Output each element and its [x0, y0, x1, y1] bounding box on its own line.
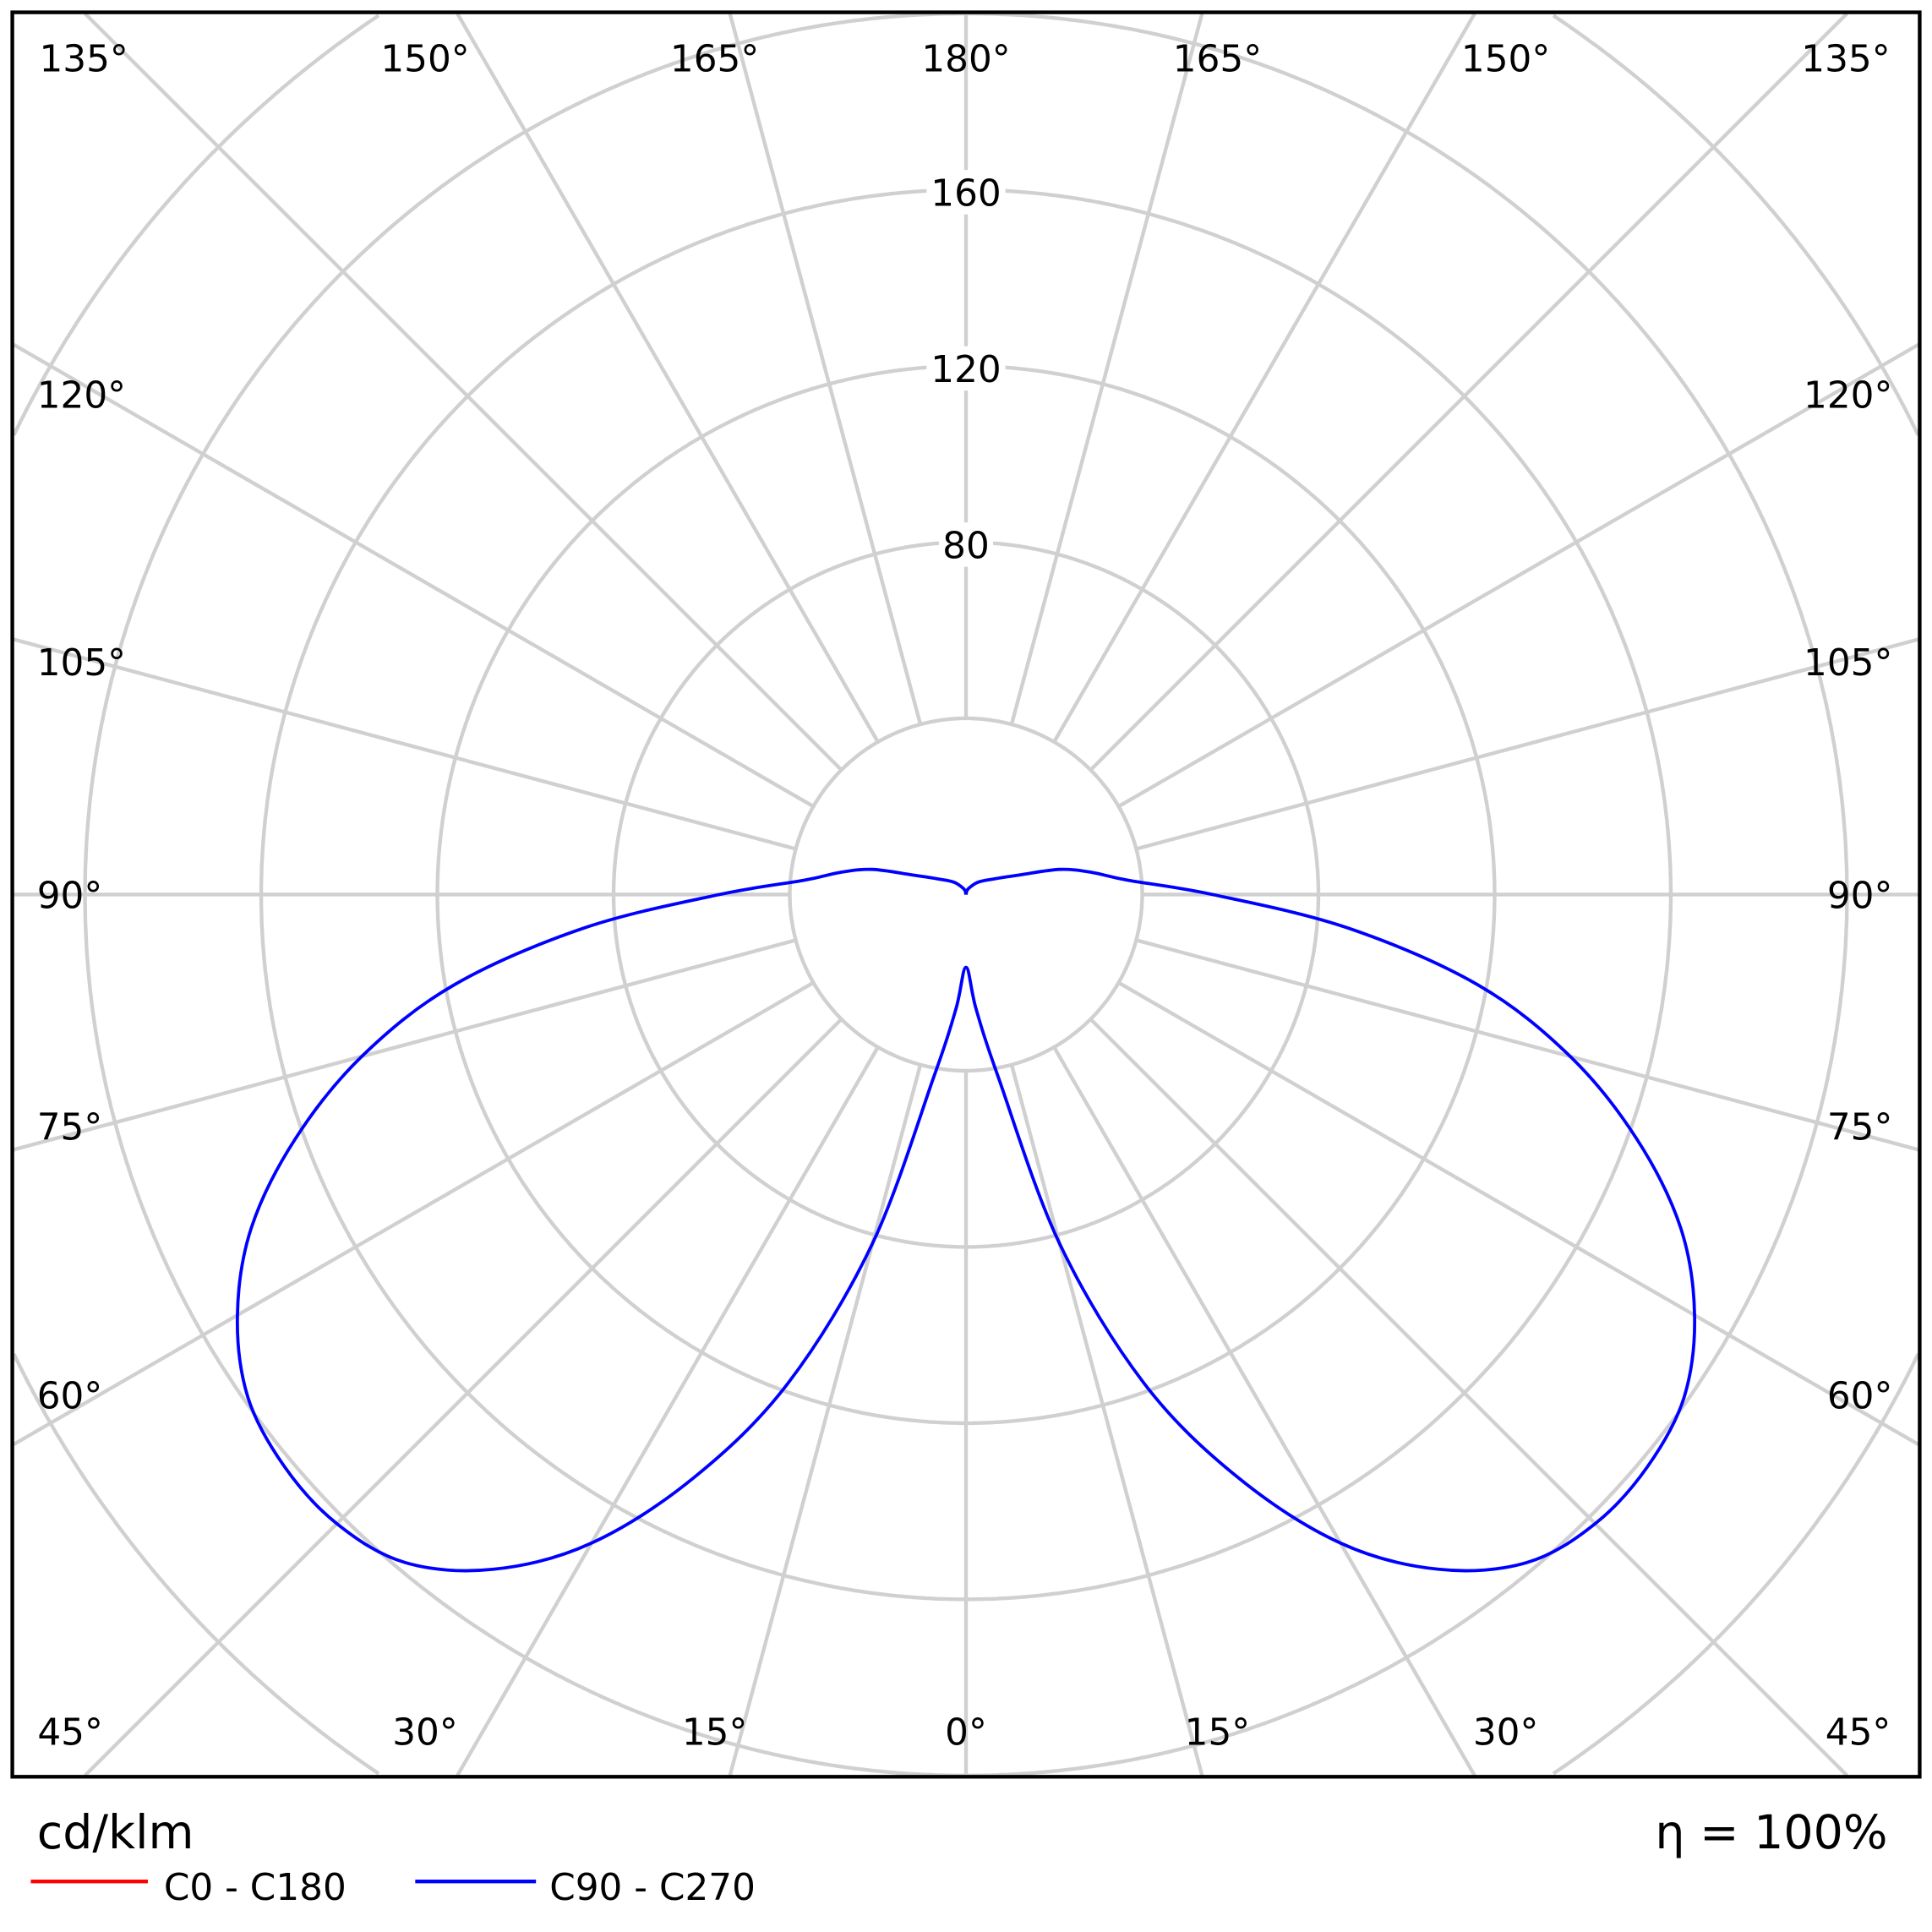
unit-label: cd/klm	[37, 1806, 194, 1860]
grid-spoke	[13, 637, 797, 851]
grid-spoke	[1117, 980, 1920, 1446]
angle-label: 90°	[1827, 874, 1893, 917]
angle-label: 75°	[1827, 1106, 1893, 1149]
legend: C0 - C180 C90 - C270	[30, 1866, 756, 1909]
angle-label: 135°	[39, 38, 128, 81]
angle-label: 105°	[37, 641, 126, 685]
radial-tick-labels: 160 120 80	[926, 170, 1006, 567]
grid-spoke	[1117, 342, 1920, 809]
angle-label: 120°	[1804, 374, 1892, 418]
angle-label: 150°	[380, 38, 469, 81]
grid-circle	[12, 14, 1920, 1776]
grid-spoke	[1009, 1064, 1204, 1776]
angle-label: 30°	[1473, 1711, 1539, 1754]
grid-spoke	[456, 12, 880, 743]
angle-label: 15°	[682, 1711, 748, 1754]
angle-label: 0°	[945, 1711, 987, 1754]
legend-label-c90-c270: C90 - C270	[549, 1866, 756, 1909]
angle-label: 30°	[392, 1711, 458, 1754]
grid-spoke	[84, 1018, 843, 1777]
efficiency-label: η = 100%	[1655, 1806, 1887, 1860]
plot-frame	[10, 10, 1922, 1779]
legend-label-c0-c180: C0 - C180	[164, 1866, 347, 1909]
angle-label: 15°	[1185, 1711, 1251, 1754]
angle-labels: 135° 150° 165° 180° 165° 150° 135° 120° …	[37, 38, 1893, 1755]
angle-label: 105°	[1804, 641, 1892, 685]
grid-spoke	[1135, 637, 1919, 851]
radial-tick-160: 160	[931, 172, 1001, 215]
angle-label: 180°	[921, 38, 1010, 81]
angle-label: 45°	[37, 1711, 103, 1754]
series-curve-c90-c270	[235, 867, 1697, 1573]
grid-spoke	[84, 12, 843, 772]
grid-spoke	[1135, 938, 1919, 1152]
polar-grid	[12, 11, 1920, 1778]
grid-circle	[788, 716, 1144, 1073]
angle-label: 75°	[37, 1106, 103, 1149]
grid-spoke	[1052, 12, 1476, 743]
radial-tick-80: 80	[942, 524, 990, 567]
angle-label: 90°	[37, 874, 103, 917]
grid-spoke	[728, 13, 923, 725]
angle-label: 150°	[1461, 38, 1550, 81]
grid-spoke	[12, 980, 815, 1446]
angle-label: 60°	[37, 1374, 103, 1417]
grid-spoke	[456, 1045, 880, 1776]
angle-label: 165°	[670, 38, 759, 81]
grid-spoke	[1052, 1045, 1476, 1776]
angle-label: 120°	[37, 374, 126, 418]
angle-label: 165°	[1173, 38, 1262, 81]
grid-spoke	[1089, 1018, 1848, 1777]
grid-spoke	[1009, 13, 1204, 725]
angle-label: 60°	[1827, 1374, 1893, 1417]
angle-label: 135°	[1801, 38, 1890, 81]
radial-tick-120: 120	[931, 348, 1001, 391]
grid-spoke	[728, 1064, 923, 1776]
intensity-curves	[235, 867, 1697, 1573]
grid-spoke	[1089, 12, 1848, 772]
angle-label: 45°	[1826, 1711, 1891, 1754]
grid-spoke	[12, 342, 815, 809]
grid-spoke	[13, 938, 797, 1152]
